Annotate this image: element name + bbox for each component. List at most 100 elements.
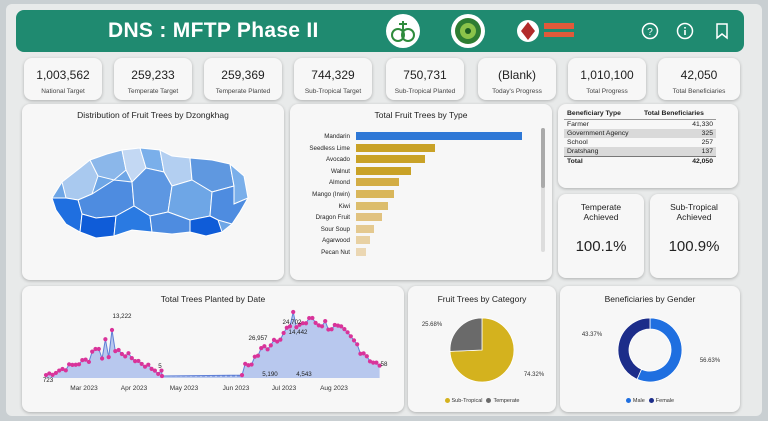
help-icon[interactable]: ? bbox=[641, 22, 659, 40]
data-point[interactable] bbox=[96, 346, 101, 352]
data-point[interactable] bbox=[126, 351, 131, 356]
data-point[interactable] bbox=[377, 363, 382, 368]
data-point[interactable] bbox=[93, 346, 98, 352]
data-point[interactable] bbox=[149, 366, 154, 371]
data-point[interactable] bbox=[243, 361, 248, 366]
data-point[interactable] bbox=[90, 349, 95, 354]
legend-item-male[interactable]: Male bbox=[625, 398, 645, 404]
data-point[interactable] bbox=[355, 342, 360, 347]
info-icon[interactable] bbox=[676, 22, 694, 40]
data-point[interactable] bbox=[371, 360, 376, 365]
data-point[interactable] bbox=[133, 359, 138, 364]
data-point[interactable] bbox=[275, 339, 280, 344]
data-point[interactable] bbox=[252, 354, 257, 359]
bar-walnut[interactable] bbox=[356, 166, 412, 175]
legend-item-female[interactable]: Female bbox=[648, 398, 674, 404]
data-point[interactable] bbox=[129, 356, 134, 361]
data-point[interactable] bbox=[339, 324, 344, 329]
data-point[interactable] bbox=[109, 327, 115, 333]
data-point[interactable] bbox=[136, 358, 141, 364]
data-point[interactable] bbox=[374, 360, 379, 365]
data-point[interactable] bbox=[255, 353, 261, 358]
data-point[interactable] bbox=[139, 361, 144, 367]
bookmark-icon[interactable] bbox=[713, 22, 731, 40]
column-header[interactable]: Beneficiary Type bbox=[564, 108, 641, 120]
data-point[interactable] bbox=[361, 351, 366, 356]
data-point[interactable] bbox=[310, 315, 315, 321]
data-point[interactable] bbox=[265, 347, 270, 352]
data-point[interactable] bbox=[70, 362, 75, 367]
data-point[interactable] bbox=[345, 330, 350, 335]
data-point[interactable] bbox=[303, 321, 309, 326]
data-point[interactable] bbox=[246, 363, 251, 368]
legend-item-subtropical[interactable]: Sub-Tropical bbox=[444, 398, 482, 404]
data-point[interactable] bbox=[323, 319, 328, 324]
data-point[interactable] bbox=[142, 364, 148, 369]
category-pie-chart[interactable]: 74.32% 25.68% bbox=[408, 308, 556, 394]
data-point[interactable] bbox=[76, 362, 82, 367]
data-point[interactable] bbox=[271, 337, 277, 342]
data-point[interactable] bbox=[83, 357, 88, 362]
column-header[interactable]: Total Beneficiaries bbox=[640, 108, 716, 120]
data-point[interactable] bbox=[67, 362, 72, 367]
slice-female[interactable] bbox=[617, 317, 651, 380]
data-point[interactable] bbox=[123, 354, 128, 359]
data-point[interactable] bbox=[268, 343, 273, 348]
data-point[interactable] bbox=[329, 327, 334, 332]
data-point[interactable] bbox=[326, 327, 331, 332]
data-point[interactable] bbox=[281, 330, 286, 336]
slice-male[interactable] bbox=[636, 317, 683, 383]
data-point[interactable] bbox=[294, 325, 299, 330]
data-point[interactable] bbox=[367, 359, 373, 364]
data-point[interactable] bbox=[116, 347, 121, 353]
gender-donut-chart[interactable]: 56.63% 43.37% bbox=[560, 308, 740, 394]
data-point[interactable] bbox=[364, 354, 369, 359]
bar-agarwood[interactable] bbox=[356, 236, 370, 245]
data-point[interactable] bbox=[63, 368, 68, 373]
data-point[interactable] bbox=[100, 356, 105, 361]
data-point[interactable] bbox=[291, 309, 296, 315]
data-point[interactable] bbox=[53, 370, 58, 376]
data-point[interactable] bbox=[348, 334, 353, 339]
data-point[interactable] bbox=[239, 373, 245, 378]
data-point[interactable] bbox=[284, 325, 289, 330]
data-point[interactable] bbox=[60, 366, 65, 372]
bar-avocado[interactable] bbox=[356, 155, 426, 164]
data-point[interactable] bbox=[119, 351, 124, 357]
data-point[interactable] bbox=[351, 338, 357, 343]
bar-dragon-fruit[interactable] bbox=[356, 213, 382, 222]
data-point[interactable] bbox=[73, 362, 78, 367]
data-point[interactable] bbox=[319, 324, 325, 329]
scrollbar-thumb[interactable] bbox=[541, 128, 545, 188]
data-point[interactable] bbox=[297, 322, 302, 327]
scrollbar[interactable] bbox=[541, 128, 545, 252]
data-point[interactable] bbox=[47, 371, 52, 376]
data-point[interactable] bbox=[287, 324, 293, 329]
data-point[interactable] bbox=[262, 344, 267, 349]
data-point[interactable] bbox=[57, 368, 62, 373]
bar-almond[interactable] bbox=[356, 178, 400, 187]
data-point[interactable] bbox=[316, 323, 321, 328]
trees-by-date-line-chart[interactable]: Mar 2023 Apr 2023 May 2023 Jun 2023 Jul 2023… bbox=[22, 302, 404, 410]
data-point[interactable] bbox=[335, 323, 341, 328]
data-point[interactable] bbox=[313, 320, 318, 325]
legend-item-temperate[interactable]: Temperate bbox=[486, 398, 519, 404]
data-point[interactable] bbox=[80, 358, 85, 363]
bar-mango-irwin-[interactable] bbox=[356, 190, 394, 198]
bar-mandarin[interactable] bbox=[356, 132, 522, 140]
data-point[interactable] bbox=[342, 326, 347, 332]
dzongkhag-map[interactable] bbox=[22, 120, 284, 270]
data-point[interactable] bbox=[259, 346, 264, 351]
data-point[interactable] bbox=[152, 368, 157, 373]
data-point[interactable] bbox=[249, 362, 254, 367]
data-point[interactable] bbox=[159, 368, 164, 373]
bar-kiwi[interactable] bbox=[356, 201, 388, 210]
data-point[interactable] bbox=[113, 349, 118, 354]
data-point[interactable] bbox=[300, 321, 305, 326]
data-point[interactable] bbox=[159, 373, 165, 379]
data-point[interactable] bbox=[103, 337, 108, 342]
slice-temperate[interactable] bbox=[449, 317, 483, 352]
bar-seedless-lime[interactable] bbox=[356, 143, 436, 152]
bar-pecan-nut[interactable] bbox=[356, 248, 366, 256]
data-point[interactable] bbox=[307, 315, 312, 321]
